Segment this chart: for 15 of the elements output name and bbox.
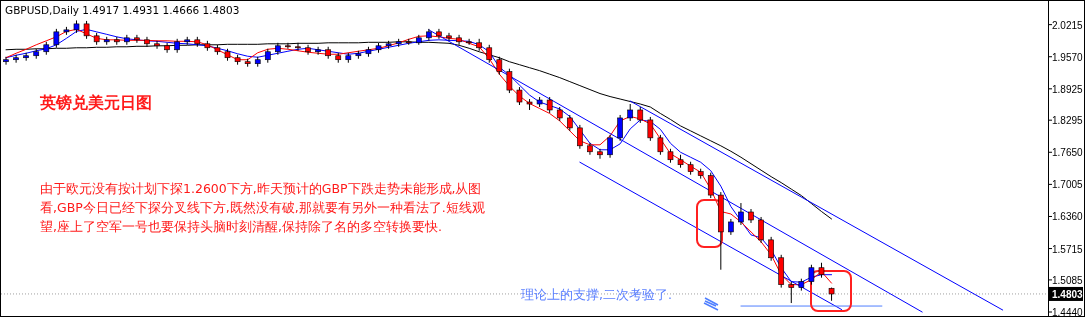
ref-line-label: 1.4803: [1052, 288, 1084, 300]
y-tick-label: 1.8295: [1052, 115, 1084, 127]
y-tick-label: 1.5085: [1052, 274, 1084, 286]
y-tick-label: 1.4440: [1052, 307, 1084, 317]
y-tick-label: 1.7650: [1052, 147, 1084, 159]
annotation: 理论上的支撑,二次考验了.: [521, 287, 673, 304]
y-tick-label: 1.9570: [1052, 51, 1084, 63]
y-tick-label: 1.6360: [1052, 211, 1084, 223]
annotation: 由于欧元没有按计划下探1.2600下方,昨天预计的GBP下跌走势未能形成,从图看,GBP今日已经下探分叉线下方,既然没有破,那就要有另外一种看法了.短线观望,座上了空军一号也要保持头脑时刻清醒,保持除了名的多空转换要快.: [40, 180, 485, 236]
annotation: 英镑兑美元日图: [40, 93, 153, 114]
y-tick-label: 1.7005: [1052, 179, 1084, 191]
y-tick-label: 1.5715: [1052, 243, 1084, 255]
chart-title: GBPUSD,Daily 1.4917 1.4931 1.4666 1.4803: [5, 4, 240, 16]
y-tick-label: 1.8925: [1052, 83, 1084, 95]
y-tick-label: 2.0215: [1052, 19, 1084, 31]
